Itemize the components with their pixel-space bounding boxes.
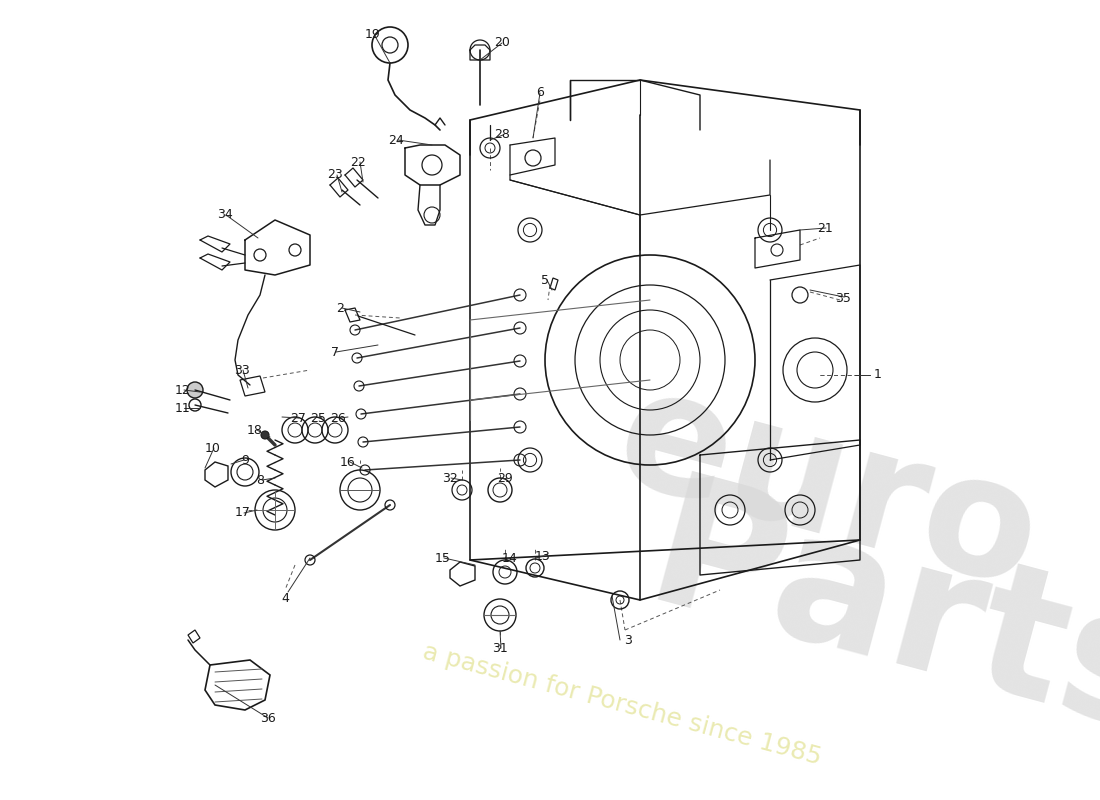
Text: 25: 25 [310,411,326,425]
Text: 28: 28 [494,129,510,142]
Text: 23: 23 [327,169,343,182]
Circle shape [261,431,270,439]
Text: 34: 34 [217,209,233,222]
Text: 22: 22 [350,155,366,169]
Text: 19: 19 [365,29,381,42]
Text: 11: 11 [175,402,191,414]
Text: 1: 1 [874,369,882,382]
Text: 21: 21 [817,222,833,234]
Text: 6: 6 [536,86,543,98]
Text: 33: 33 [234,363,250,377]
Circle shape [187,382,204,398]
Text: 12: 12 [175,383,191,397]
Text: 36: 36 [260,711,276,725]
Text: 3: 3 [624,634,631,646]
Text: 18: 18 [248,423,263,437]
Text: 9: 9 [241,454,249,466]
Text: 13: 13 [535,550,551,562]
Text: 26: 26 [330,411,345,425]
Text: 35: 35 [835,291,851,305]
Text: euro: euro [600,356,1056,624]
Text: Parts: Parts [630,466,1100,774]
Text: 16: 16 [340,455,356,469]
Text: 15: 15 [436,551,451,565]
Text: 17: 17 [235,506,251,519]
Text: 32: 32 [442,471,458,485]
Text: 2: 2 [337,302,344,314]
Text: 14: 14 [502,551,518,565]
Text: 31: 31 [492,642,508,654]
Text: 10: 10 [205,442,221,454]
Text: 29: 29 [497,471,513,485]
Text: 24: 24 [388,134,404,146]
Text: 8: 8 [256,474,264,486]
Text: 27: 27 [290,411,306,425]
Text: 4: 4 [282,591,289,605]
Text: 20: 20 [494,35,510,49]
Text: 5: 5 [541,274,549,286]
Text: 7: 7 [331,346,339,358]
Text: a passion for Porsche since 1985: a passion for Porsche since 1985 [420,640,824,770]
